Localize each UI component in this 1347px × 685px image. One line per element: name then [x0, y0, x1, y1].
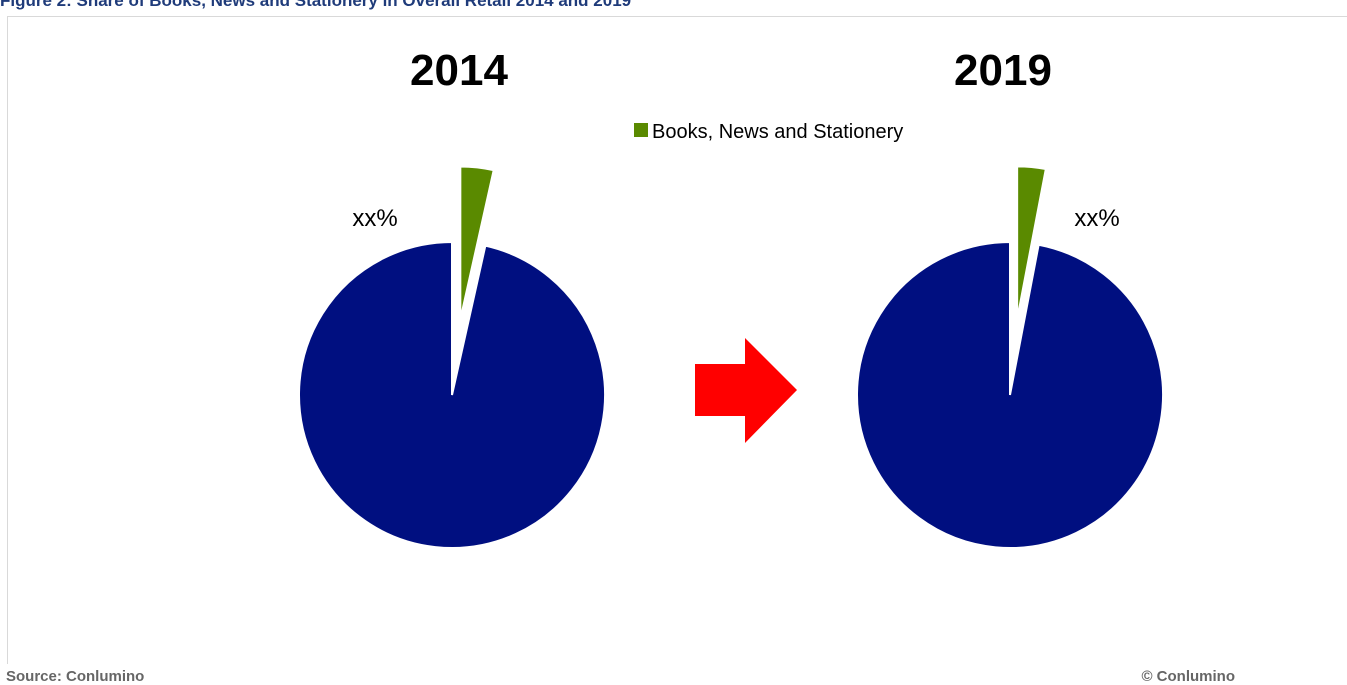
chart-title-2019: 2019: [954, 46, 1052, 95]
pie-slice-2014-0: [459, 165, 495, 320]
arrow-icon: [695, 338, 797, 443]
figure-title: Figure 2: Share of Books, News and Stati…: [0, 0, 632, 10]
pie-slice-2019-1: [856, 240, 1164, 549]
source-label: Source: Conlumino: [6, 668, 145, 685]
pie-slice-2019-0: [1016, 165, 1047, 320]
legend-label: Books, News and Stationery: [652, 121, 903, 143]
data-label-2014: xx%: [352, 205, 397, 232]
pie-2019: [856, 165, 1164, 549]
copyright-label: © Conlumino: [1141, 668, 1235, 685]
chart-title-2014: 2014: [410, 46, 508, 95]
legend-swatch: [634, 123, 648, 137]
pie-slice-2014-1: [298, 240, 606, 549]
data-label-2019: xx%: [1074, 205, 1119, 232]
chart-frame: [7, 16, 1347, 664]
pie-2014: [298, 165, 606, 549]
